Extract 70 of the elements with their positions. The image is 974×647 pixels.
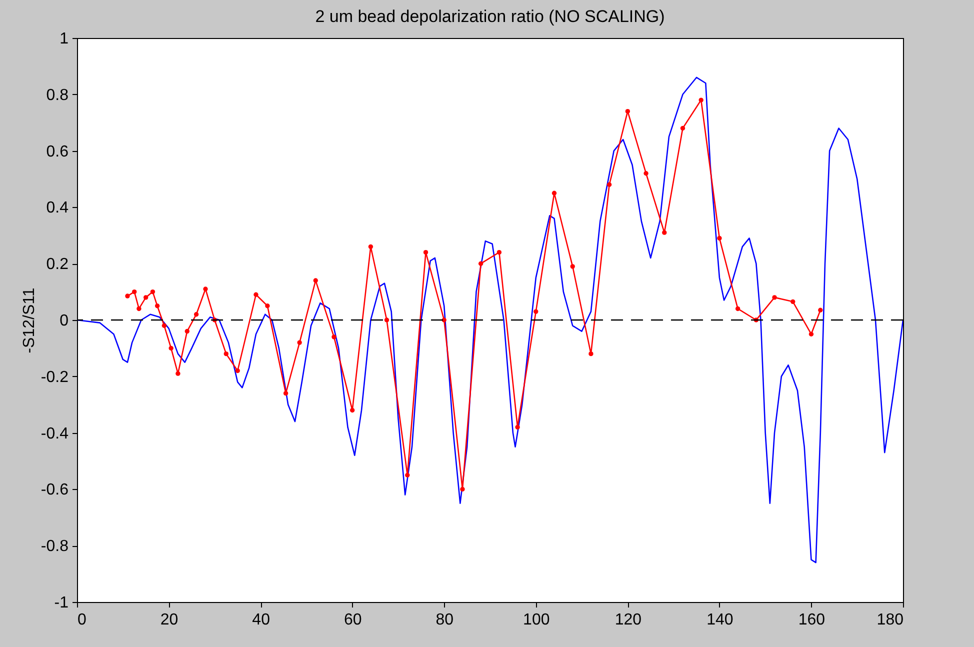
point	[606, 182, 612, 187]
point	[224, 352, 228, 356]
line-series	[77, 76, 903, 564]
y-tick-label: 0.6	[46, 143, 69, 160]
point	[235, 368, 240, 374]
point	[384, 318, 390, 322]
x-tick-label: 180	[876, 612, 904, 628]
point	[808, 332, 814, 336]
point	[125, 294, 130, 298]
point	[662, 230, 667, 235]
point	[496, 250, 502, 255]
point	[515, 424, 520, 430]
point	[644, 171, 648, 176]
point	[368, 244, 374, 250]
point	[698, 98, 704, 102]
y-tick-label: 0.8	[46, 86, 69, 104]
point	[154, 304, 160, 308]
point	[168, 346, 174, 351]
point	[184, 328, 190, 334]
point	[132, 289, 137, 294]
point	[790, 299, 796, 304]
point	[772, 295, 777, 300]
point	[254, 292, 258, 297]
x-tick-label: 0	[78, 612, 86, 628]
y-tick-label: -0.2	[40, 368, 69, 386]
point	[297, 340, 302, 345]
point	[735, 306, 740, 312]
point	[818, 308, 823, 312]
point	[625, 108, 630, 114]
point	[150, 289, 156, 294]
point	[203, 286, 208, 292]
point	[588, 352, 594, 356]
x-tick-label: 60	[344, 612, 362, 628]
point	[194, 312, 199, 317]
y-tick-label: -0.8	[40, 538, 69, 556]
point	[460, 486, 465, 492]
point	[265, 304, 270, 308]
point	[552, 190, 557, 196]
point	[680, 126, 686, 131]
point	[570, 264, 575, 269]
point	[162, 323, 167, 328]
x-tick-label: 160	[798, 612, 826, 628]
point	[442, 318, 446, 322]
y-tick-label: -1	[54, 594, 69, 612]
y-axis-title: -S12/S11	[20, 288, 38, 354]
x-tick-label: 20	[160, 612, 178, 628]
point	[283, 390, 288, 396]
chart-title: 2 um bead depolarization ratio (NO SCALING)	[315, 7, 665, 26]
x-tick-label: 40	[252, 612, 270, 628]
y-tick-label: 0.4	[46, 200, 69, 217]
y-tick-label: 0	[60, 312, 69, 330]
point	[136, 306, 142, 312]
point	[478, 261, 484, 266]
y-tick-label: 0.2	[46, 256, 69, 274]
x-tick-label: 100	[523, 612, 550, 628]
y-tick-label: -0.4	[40, 425, 69, 442]
y-tick-label: -0.6	[40, 482, 69, 499]
point	[534, 309, 538, 314]
point	[717, 236, 722, 241]
x-tick-label: 140	[706, 612, 734, 628]
point	[176, 371, 180, 376]
point	[405, 472, 410, 478]
point	[350, 408, 355, 413]
x-tick-label: 80	[436, 612, 454, 628]
point	[143, 295, 148, 300]
point	[332, 334, 336, 340]
x-tick-label: 120	[614, 612, 642, 628]
point	[423, 250, 428, 255]
point	[313, 278, 318, 283]
y-tick-label: 1	[60, 30, 69, 48]
